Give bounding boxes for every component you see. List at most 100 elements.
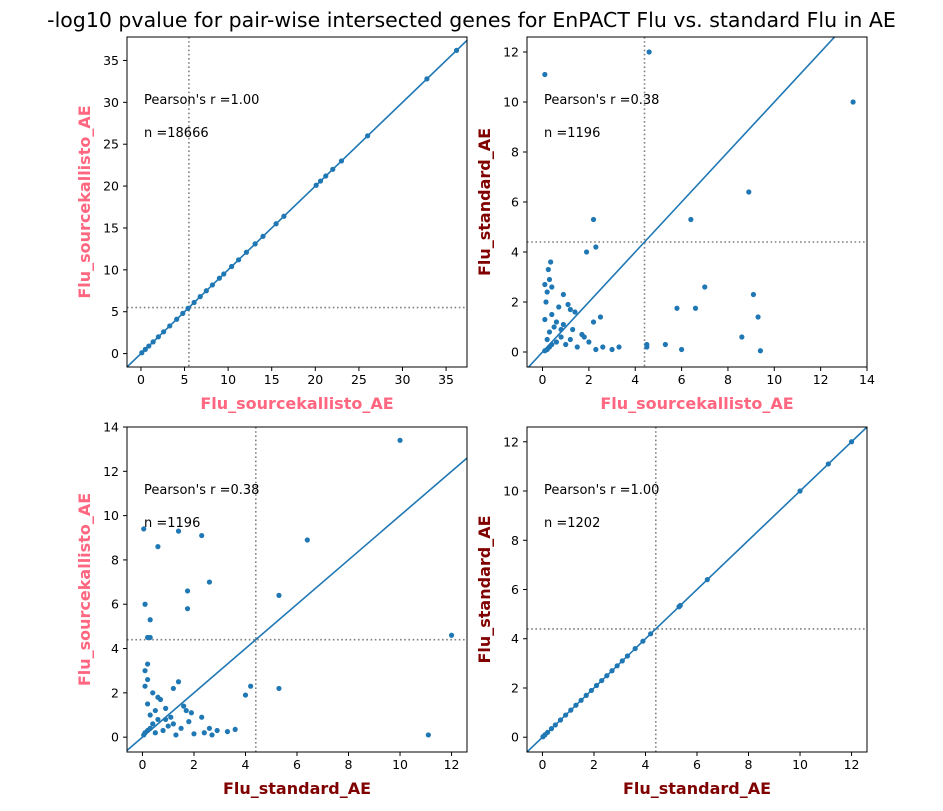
data-point (330, 166, 336, 172)
data-point (702, 284, 708, 290)
data-point (209, 732, 215, 738)
x-tick-label: 0 (538, 757, 546, 772)
data-point (644, 344, 650, 350)
x-tick-label: 6 (293, 757, 301, 772)
data-point (145, 701, 151, 707)
data-point (146, 343, 152, 349)
data-point (224, 729, 231, 735)
data-point (150, 690, 156, 696)
x-tick-label: 6 (693, 757, 701, 772)
data-point (565, 301, 571, 308)
y-tick-label: 0 (511, 345, 519, 360)
data-point (163, 705, 169, 711)
data-point (648, 631, 654, 637)
x-tick-label: 4 (631, 372, 639, 387)
data-point (583, 692, 589, 698)
data-point (757, 348, 763, 354)
data-point (170, 721, 176, 727)
y-tick-label: 5 (111, 304, 119, 319)
data-point (542, 281, 548, 288)
data-point (549, 341, 555, 348)
data-point (599, 677, 605, 684)
data-point (161, 329, 167, 335)
data-point (590, 216, 597, 223)
x-tick-label: 6 (678, 372, 686, 387)
data-point (175, 528, 182, 534)
data-point (206, 579, 213, 585)
data-point (678, 346, 685, 353)
n-annotation: n =18666 (144, 126, 209, 141)
data-point (155, 334, 161, 340)
x-tick-label: 8 (724, 372, 732, 387)
data-point (181, 703, 187, 709)
data-point (583, 249, 590, 255)
data-point (593, 346, 599, 353)
data-point (201, 730, 207, 736)
data-point (170, 685, 176, 692)
x-axis-label: Flu_standard_AE (223, 779, 371, 798)
x-tick-label: 25 (351, 372, 367, 387)
n-annotation: n =1202 (544, 516, 600, 531)
data-point (184, 606, 191, 612)
data-point (276, 685, 282, 692)
y-tick-label: 6 (111, 597, 119, 612)
data-point (216, 275, 223, 281)
data-point (260, 233, 266, 239)
data-point (549, 284, 555, 290)
data-point (755, 314, 761, 320)
x-tick-label: 35 (438, 372, 454, 387)
data-point (197, 294, 203, 300)
x-tick-label: 20 (307, 372, 323, 387)
scatter-panel-1: 0 5 10 15 20 25 30 35 0 5 10 15 20 25 30 35 Flu_sourceka… (75, 36, 468, 413)
data-point (191, 731, 197, 737)
x-tick-label: 2 (585, 372, 593, 387)
axes-frame (526, 36, 868, 368)
data-point (545, 266, 551, 273)
data-point (544, 336, 550, 343)
y-tick-label: 15 (103, 220, 119, 235)
y-tick-label: 10 (503, 484, 519, 499)
data-point (581, 334, 587, 340)
y-tick-label: 0 (111, 730, 119, 745)
data-point (167, 323, 173, 329)
data-point (588, 687, 594, 694)
x-tick-label: 15 (264, 372, 280, 387)
data-point (553, 339, 560, 345)
data-point (178, 725, 184, 731)
data-point (542, 316, 548, 323)
y-tick-label: 0 (111, 346, 119, 361)
data-point (570, 326, 576, 333)
data-point (546, 329, 553, 335)
x-tick-label: 10 (766, 372, 782, 387)
x-tick-label: 0 (137, 372, 145, 387)
pearson-annotation: Pearson's r =1.00 (544, 483, 659, 498)
y-tick-label: 2 (511, 680, 519, 695)
data-point (739, 334, 745, 340)
y-tick-label: 10 (103, 508, 119, 523)
data-point (597, 314, 604, 320)
y-tick-label: 2 (511, 295, 519, 310)
data-point (248, 683, 254, 689)
x-tick-label: 10 (792, 757, 808, 772)
data-point (145, 634, 151, 641)
data-point (160, 727, 166, 734)
data-point (141, 526, 147, 532)
x-axis-label: Flu_standard_AE (623, 779, 771, 798)
data-point (560, 291, 566, 298)
y-tick-label: 6 (511, 582, 519, 597)
data-point (560, 321, 566, 328)
data-point (563, 341, 569, 348)
data-point (313, 182, 319, 188)
data-point (281, 213, 287, 219)
data-point (183, 707, 189, 714)
data-point (614, 663, 620, 669)
data-point (609, 668, 615, 674)
x-tick-label: 12 (844, 757, 860, 772)
scatter-panel-3: 0 2 4 6 8 10 12 0 2 4 6 8 10 12 14 Flu_standard_AE Flu_s… (75, 420, 468, 798)
identity-line (127, 456, 467, 752)
data-point (586, 339, 592, 345)
y-tick-label: 10 (103, 262, 119, 277)
data-point (549, 311, 555, 318)
x-tick-label: 8 (345, 757, 353, 772)
y-tick-label: 4 (511, 631, 519, 646)
